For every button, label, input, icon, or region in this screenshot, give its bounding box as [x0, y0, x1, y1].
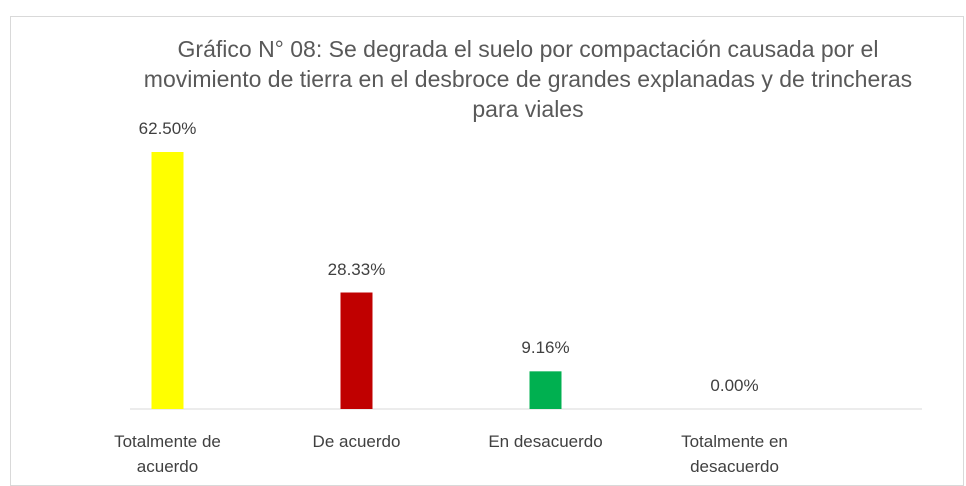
value-label: 0.00%	[710, 376, 759, 395]
bar	[529, 371, 562, 409]
bar	[151, 152, 184, 409]
value-label: 62.50%	[138, 119, 197, 138]
x-tick-label: De acuerdo	[312, 432, 401, 451]
value-label: 28.33%	[327, 259, 386, 279]
x-tick-label: Totalmente en desacuerdo	[681, 432, 788, 476]
bar	[340, 292, 373, 409]
value-label: 9.16%	[521, 338, 570, 358]
x-tick-label: Totalmente de acuerdo	[114, 432, 221, 476]
chart-title: Gráfico N° 08: Se degrada el suelo por c…	[143, 36, 913, 122]
x-tick-label: En desacuerdo	[488, 432, 603, 451]
